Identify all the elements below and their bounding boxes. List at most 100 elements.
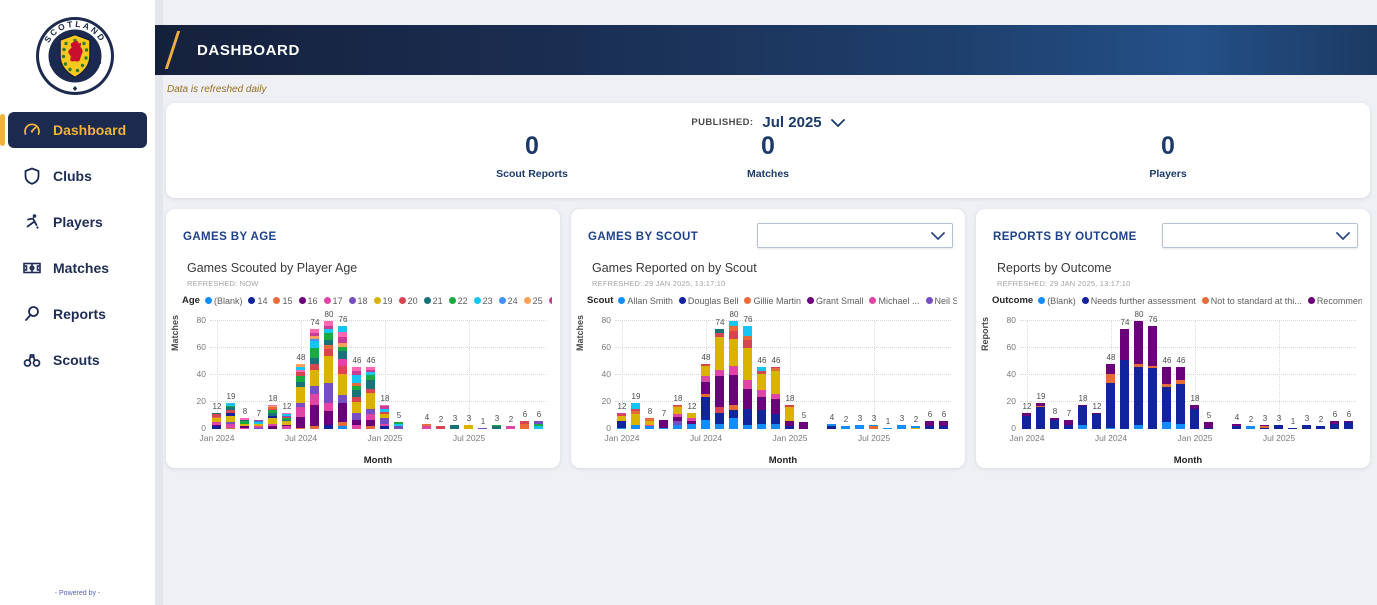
bar-segment[interactable] [310, 404, 319, 427]
bar-segment[interactable] [464, 424, 473, 429]
bar-segment[interactable] [254, 426, 263, 428]
bar-segment[interactable] [771, 423, 780, 429]
legend-item[interactable]: 24 [498, 296, 518, 306]
bar-segment[interactable] [324, 424, 333, 429]
bar-segment[interactable] [324, 329, 333, 334]
bar-segment[interactable] [282, 420, 291, 425]
bar-segment[interactable] [645, 426, 654, 429]
bar-segment[interactable] [1246, 426, 1255, 429]
bar-segment[interactable] [1036, 403, 1045, 407]
bar-segment[interactable] [757, 389, 766, 397]
bar-segment[interactable] [254, 427, 263, 429]
bar-segment[interactable] [534, 426, 543, 429]
bar-segment[interactable] [520, 420, 529, 424]
bar-segment[interactable] [1022, 412, 1031, 416]
bar-segment[interactable] [296, 366, 305, 370]
bar-segment[interactable] [380, 411, 389, 415]
bar-segment[interactable] [911, 427, 920, 429]
bar-segment[interactable] [827, 423, 836, 427]
bar-segment[interactable] [1092, 412, 1101, 415]
bar-segment[interactable] [757, 373, 766, 390]
bar-segment[interactable] [1134, 366, 1143, 425]
bar-segment[interactable] [1148, 365, 1157, 369]
bar-segment[interactable] [282, 419, 291, 421]
bar-segment[interactable] [310, 364, 319, 370]
bar-segment[interactable] [338, 426, 347, 429]
bar-segment[interactable] [324, 411, 333, 425]
bar-segment[interactable] [1260, 426, 1269, 428]
bar-segment[interactable] [715, 337, 724, 370]
bar-segment[interactable] [1232, 423, 1241, 427]
bar-segment[interactable] [1330, 423, 1339, 429]
bar-segment[interactable] [324, 321, 333, 327]
bar-segment[interactable] [226, 412, 235, 416]
bar-segment[interactable] [687, 420, 696, 424]
bar-segment[interactable] [1344, 420, 1353, 423]
bar-segment[interactable] [226, 410, 235, 413]
bar-segment[interactable] [352, 396, 361, 403]
bar-segment[interactable] [1176, 380, 1185, 385]
bar-segment[interactable] [310, 333, 319, 336]
bar-segment[interactable] [1162, 384, 1171, 388]
bar-segment[interactable] [673, 406, 682, 408]
bar-segment[interactable] [268, 410, 277, 413]
bar-segment[interactable] [268, 406, 277, 408]
legend-item[interactable]: Not to standard at thi... [1201, 296, 1302, 306]
bar-segment[interactable] [617, 415, 626, 421]
bar-segment[interactable] [534, 420, 543, 424]
bar-segment[interactable] [1106, 383, 1115, 428]
bar-segment[interactable] [645, 424, 654, 427]
bar-segment[interactable] [352, 385, 361, 390]
bar-segment[interactable] [366, 380, 375, 389]
legend-item[interactable]: Michael ... [869, 296, 920, 306]
bar-segment[interactable] [282, 412, 291, 415]
bar-segment[interactable] [450, 424, 459, 429]
bar-segment[interactable] [617, 412, 626, 415]
bar-segment[interactable] [352, 419, 361, 425]
bar-segment[interactable] [757, 366, 766, 371]
bar-segment[interactable] [855, 424, 864, 429]
bar-segment[interactable] [743, 424, 752, 429]
bar-segment[interactable] [1050, 418, 1059, 420]
bar-segment[interactable] [1036, 407, 1045, 429]
bar-segment[interactable] [310, 369, 319, 386]
bar-segment[interactable] [282, 418, 291, 420]
sidebar-item-scouts[interactable]: Scouts [8, 342, 147, 378]
bar-segment[interactable] [254, 419, 263, 421]
legend-item[interactable]: Douglas Bell [678, 296, 738, 306]
bar-segment[interactable] [492, 424, 501, 427]
sidebar-item-dashboard[interactable]: Dashboard [0, 112, 147, 148]
bar-segment[interactable] [1120, 329, 1129, 361]
legend-item[interactable]: Needs further assessment [1081, 296, 1196, 306]
bar-segment[interactable] [785, 426, 794, 429]
bar-segment[interactable] [1148, 368, 1157, 429]
bar-segment[interactable] [715, 376, 724, 408]
bar-segment[interactable] [310, 393, 319, 405]
bar-segment[interactable] [729, 338, 738, 366]
bar-segment[interactable] [282, 424, 291, 427]
bar-segment[interactable] [757, 370, 766, 374]
bar-segment[interactable] [380, 414, 389, 419]
bar-segment[interactable] [715, 412, 724, 424]
bar-segment[interactable] [352, 389, 361, 397]
bar-segment[interactable] [226, 422, 235, 424]
sidebar-item-matches[interactable]: Matches [8, 250, 147, 286]
bar-segment[interactable] [729, 410, 738, 419]
bar-segment[interactable] [841, 426, 850, 429]
bar-segment[interactable] [282, 415, 291, 417]
bar-segment[interactable] [310, 385, 319, 394]
bar-segment[interactable] [729, 330, 738, 339]
bar-segment[interactable] [240, 423, 249, 427]
bar-segment[interactable] [743, 335, 752, 340]
bar-segment[interactable] [771, 366, 780, 369]
bar-segment[interactable] [212, 426, 221, 429]
bar-segment[interactable] [324, 333, 333, 340]
legend-item[interactable]: (Blank) [1038, 296, 1076, 306]
bar-segment[interactable] [1106, 364, 1115, 374]
bar-segment[interactable] [897, 424, 906, 429]
bar-segment[interactable] [771, 414, 780, 424]
bar-segment[interactable] [338, 403, 347, 423]
bar-segment[interactable] [296, 376, 305, 382]
bar-segment[interactable] [785, 404, 794, 408]
bar-segment[interactable] [1316, 426, 1325, 429]
